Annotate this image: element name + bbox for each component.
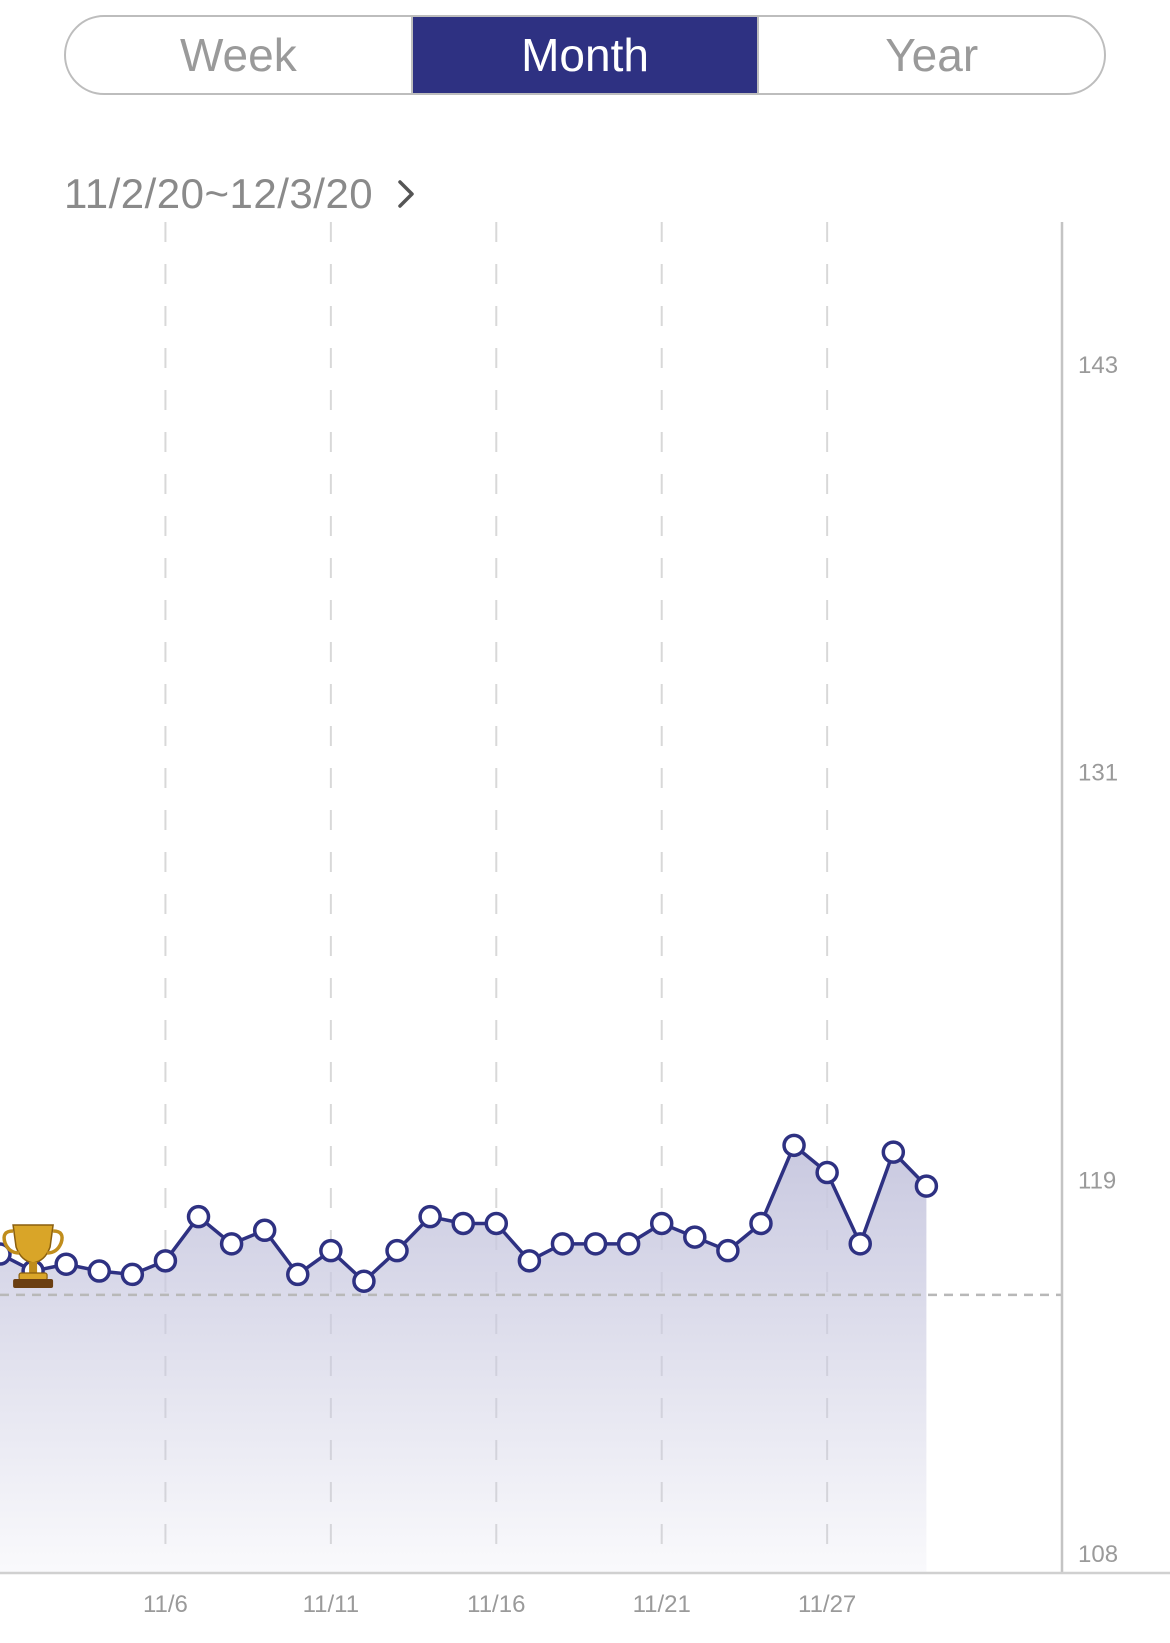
data-point-27[interactable] [881, 1140, 906, 1164]
data-point-14[interactable] [451, 1211, 475, 1236]
data-point-25[interactable] [815, 1160, 839, 1185]
data-point-22[interactable] [716, 1238, 740, 1263]
date-range-label: 11/2/20~12/3/20 [64, 170, 374, 217]
data-point-16[interactable] [517, 1249, 542, 1273]
data-point-8[interactable] [252, 1218, 277, 1243]
data-point-23[interactable] [749, 1211, 773, 1236]
data-point-18[interactable] [583, 1232, 608, 1256]
data-point-6[interactable] [186, 1204, 211, 1229]
x-tick-label-2: 11/16 [467, 1591, 525, 1618]
chevron-right-icon [398, 180, 414, 208]
x-tick-label-1: 11/11 [303, 1591, 360, 1618]
series-area [0, 1145, 927, 1573]
data-point-20[interactable] [649, 1211, 674, 1236]
y-tick-label-2: 119 [1078, 1167, 1116, 1194]
data-point-4[interactable] [120, 1262, 145, 1287]
data-point-21[interactable] [683, 1225, 707, 1249]
y-tick-label-0: 143 [1078, 352, 1118, 379]
date-range-selector[interactable]: 11/2/20~12/3/20 [64, 166, 421, 222]
data-point-28[interactable] [914, 1174, 939, 1198]
y-tick-label-3: 108 [1078, 1541, 1118, 1568]
data-point-19[interactable] [616, 1232, 641, 1256]
data-point-12[interactable] [385, 1238, 409, 1263]
data-point-7[interactable] [219, 1232, 244, 1256]
data-point-2[interactable] [54, 1252, 78, 1276]
y-tick-label-1: 131 [1078, 760, 1118, 787]
data-point-11[interactable] [352, 1269, 376, 1293]
tab-week[interactable]: Week [179, 29, 297, 81]
data-point-15[interactable] [484, 1211, 509, 1236]
tab-month[interactable]: Month [410, 17, 758, 93]
x-tick-label-4: 11/27 [798, 1591, 856, 1618]
tab-year[interactable]: Year [757, 17, 1104, 93]
x-tick-label-0: 11/6 [143, 1591, 188, 1618]
data-point-3[interactable] [87, 1259, 112, 1283]
x-tick-label-3: 11/21 [633, 1591, 691, 1618]
data-point-10[interactable] [319, 1238, 343, 1263]
data-point-17[interactable] [550, 1232, 575, 1256]
data-point-13[interactable] [418, 1204, 442, 1229]
data-point-24[interactable] [782, 1133, 806, 1158]
data-point-9[interactable] [286, 1262, 310, 1287]
trophy-icon [2, 1224, 64, 1289]
period-segmented-control: Week Month Year [64, 15, 1106, 95]
data-point-5[interactable] [153, 1249, 178, 1273]
data-point-26[interactable] [848, 1232, 872, 1256]
